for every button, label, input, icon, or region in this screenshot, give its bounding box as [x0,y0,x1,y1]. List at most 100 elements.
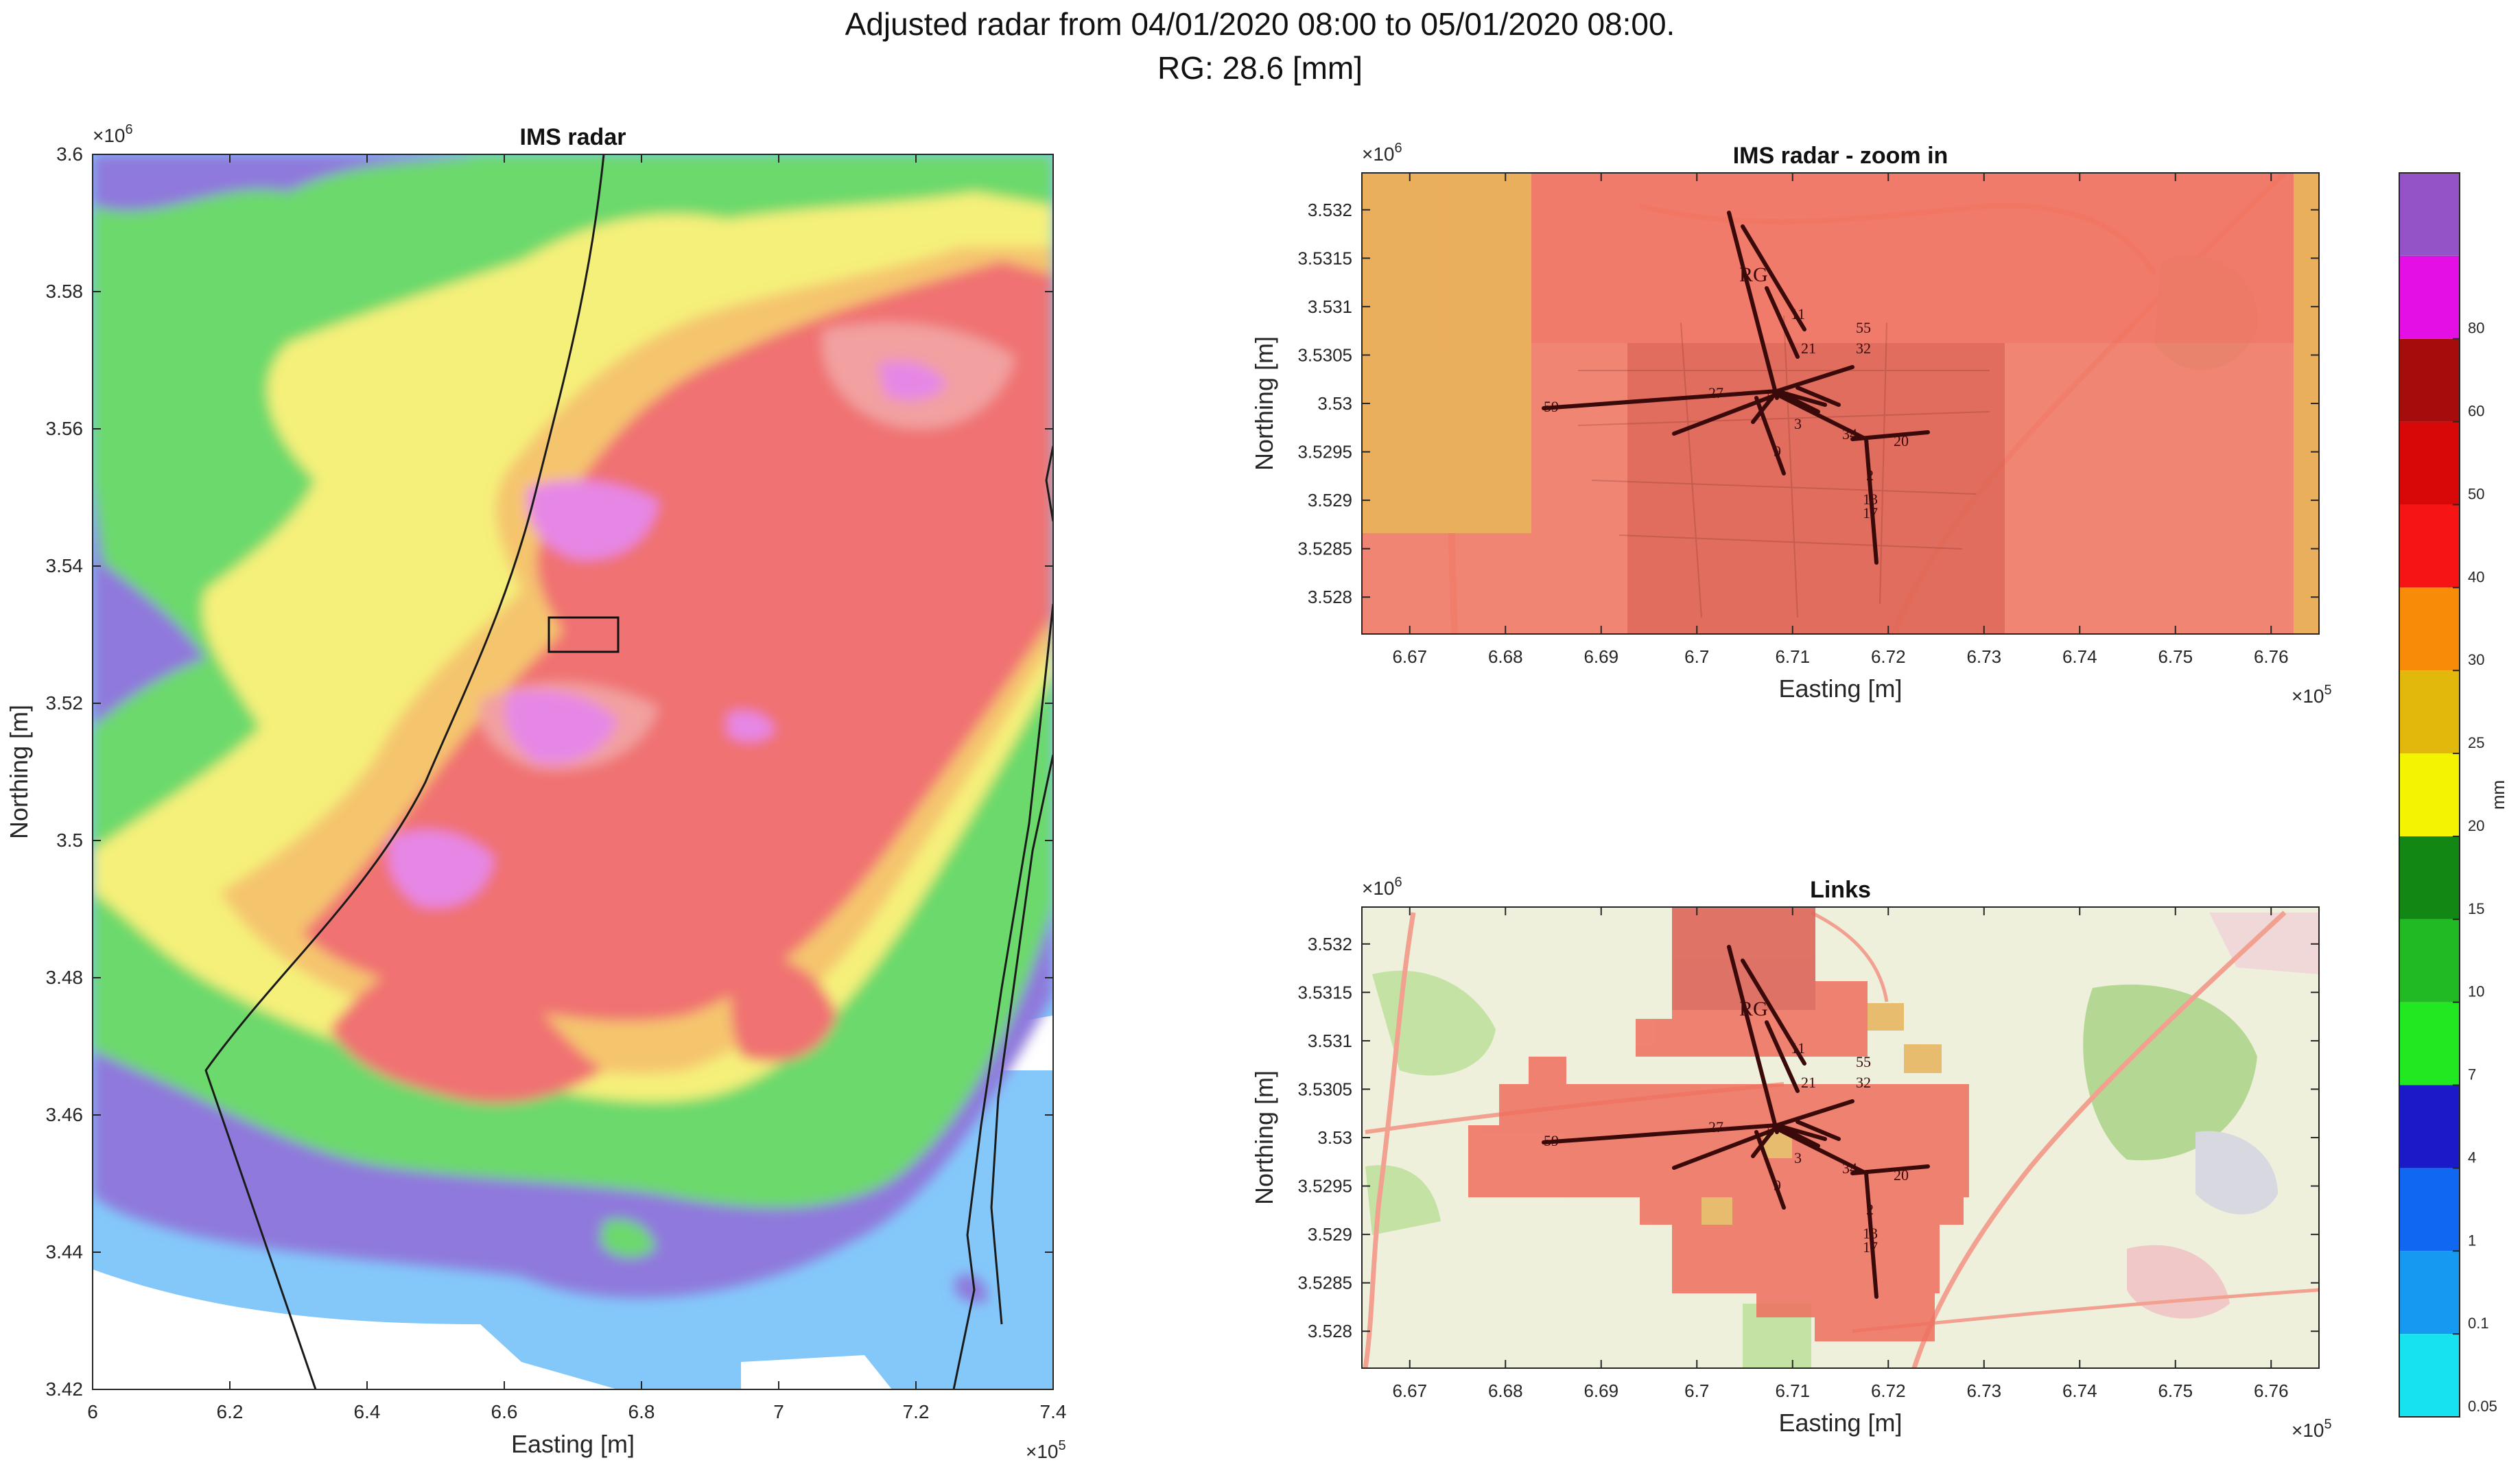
link-label: 3 [1794,1149,1802,1166]
link-label: 3 [1794,415,1802,432]
colorbar-tick-label: 7 [2468,1066,2476,1083]
link-label: RG [1739,998,1768,1020]
link-line [1850,1164,1930,1175]
x-tick-label: 6.73 [1966,1380,2001,1401]
y-tick-label: 3.5295 [1297,442,1352,462]
x-exponent: ×105 [1026,1438,1066,1462]
y-tick-label: 3.53 [1317,1127,1352,1148]
colorbar-tick-label: 50 [2468,485,2484,502]
colorbar-tick-label: 80 [2468,320,2484,337]
link-line [1864,437,1879,565]
colorbar-tick-label: 25 [2468,734,2484,751]
link-line [1765,1020,1800,1093]
link-label: 2 [1866,1201,1874,1218]
x-tick-label: 6.76 [2254,646,2289,667]
y-axis-label: Northing [m] [1250,1070,1278,1205]
colorbar-tick-label: 0.05 [2468,1398,2497,1415]
colorbar-segment [2399,173,2460,256]
x-exponent: ×105 [2292,683,2332,707]
y-tick-label: 3.5305 [1297,1079,1352,1099]
link-label: 32 [1856,340,1871,357]
link-line [1727,945,1779,1134]
x-tick-label: 6.73 [1966,646,2001,667]
y-tick-label: 3.5315 [1297,248,1352,268]
y-tick-label: 3.5305 [1297,344,1352,365]
link-label: 20 [1894,1166,1909,1184]
x-tick-label: 6.67 [1392,1380,1427,1401]
colorbar-label: mm [2488,780,2508,810]
colorbar-segment [2399,1334,2460,1417]
y-tick-label: 3.529 [1308,490,1352,510]
colorbar-segment [2399,919,2460,1002]
x-tick-label: 6.2 [217,1401,244,1422]
y-tick-label: 3.5 [56,830,83,851]
link-line [1672,1127,1779,1170]
colorbar-frame [2399,172,2460,1418]
colorbar-tick-label: 40 [2468,568,2484,585]
link-label: 20 [1894,432,1909,449]
colorbar-tick-label: 4 [2468,1149,2476,1166]
x-tick-label: 7 [773,1401,784,1422]
x-tick-label: 6 [87,1401,98,1422]
y-tick-label: 3.528 [1308,587,1352,607]
y-tick-label: 3.52 [46,692,84,714]
y-exponent: ×106 [1362,875,1402,899]
link-line [1775,1099,1854,1127]
link-line [1782,392,1820,414]
x-tick-label: 6.71 [1775,646,1810,667]
link-label: 34 [1842,1160,1857,1177]
x-axis-label: Easting [m] [1778,674,1902,703]
link-label: 11 [1791,1039,1805,1057]
x-tick-label: 6.76 [2254,1380,2289,1401]
y-tick-label: 3.532 [1308,200,1352,220]
link-line [1542,1123,1779,1144]
colorbar-segment [2399,1085,2460,1168]
links-radar-cells [1468,907,1969,1341]
link-label: 9 [1774,443,1781,460]
figure-title-line-1: Adjusted radar from 04/01/2020 08:00 to … [845,6,1675,42]
link-line [1775,1127,1868,1175]
colorbar-segment [2399,1251,2460,1335]
y-tick-label: 3.528 [1308,1321,1352,1341]
x-tick-label: 6.72 [1871,646,1906,667]
link-label: 5 [1767,1122,1774,1139]
link-line [1775,365,1854,393]
colorbar-segment [2399,338,2460,422]
link-line [1864,1171,1879,1299]
x-tick-label: 6.67 [1392,646,1427,667]
link-label: 32 [1856,1074,1871,1091]
link-label: 21 [1801,1074,1816,1091]
link-label: RG [1739,263,1768,286]
x-tick-label: 7.2 [903,1401,930,1422]
link-label: 55 [1856,319,1871,336]
y-axis-label: Northing [m] [1250,336,1278,471]
y-tick-label: 3.56 [46,418,84,439]
y-axis-label: Northing [m] [5,705,33,839]
colorbar-tick-label: 20 [2468,817,2484,834]
panel-title: Links [1810,877,1871,903]
link-line [1727,211,1779,400]
colorbar-segment [2399,1168,2460,1251]
x-tick-label: 6.74 [2062,646,2097,667]
y-tick-label: 3.5295 [1297,1176,1352,1197]
link-label: 5 [1767,388,1774,405]
panel-title: IMS radar - zoom in [1733,143,1948,169]
y-exponent: ×106 [93,122,133,146]
colorbar-segment [2399,587,2460,671]
y-tick-label: 3.5315 [1297,982,1352,1002]
y-tick-label: 3.529 [1308,1224,1352,1245]
y-tick-label: 3.46 [46,1104,84,1125]
x-tick-label: 6.69 [1583,1380,1618,1401]
link-label: 13 [1863,1225,1878,1242]
y-exponent: ×106 [1362,141,1402,165]
link-label: 11 [1791,305,1805,322]
links-field [1362,907,2319,1368]
y-tick-label: 3.531 [1308,1031,1352,1051]
x-tick-label: 6.72 [1871,1380,1906,1401]
colorbar: 0.05 0.1 1 4 7 10 15 20 25 30 40 50 60 80 mm [2399,172,2508,1418]
x-exponent: ×105 [2292,1417,2332,1441]
link-line [1542,389,1779,410]
colorbar-segment [2399,1002,2460,1085]
